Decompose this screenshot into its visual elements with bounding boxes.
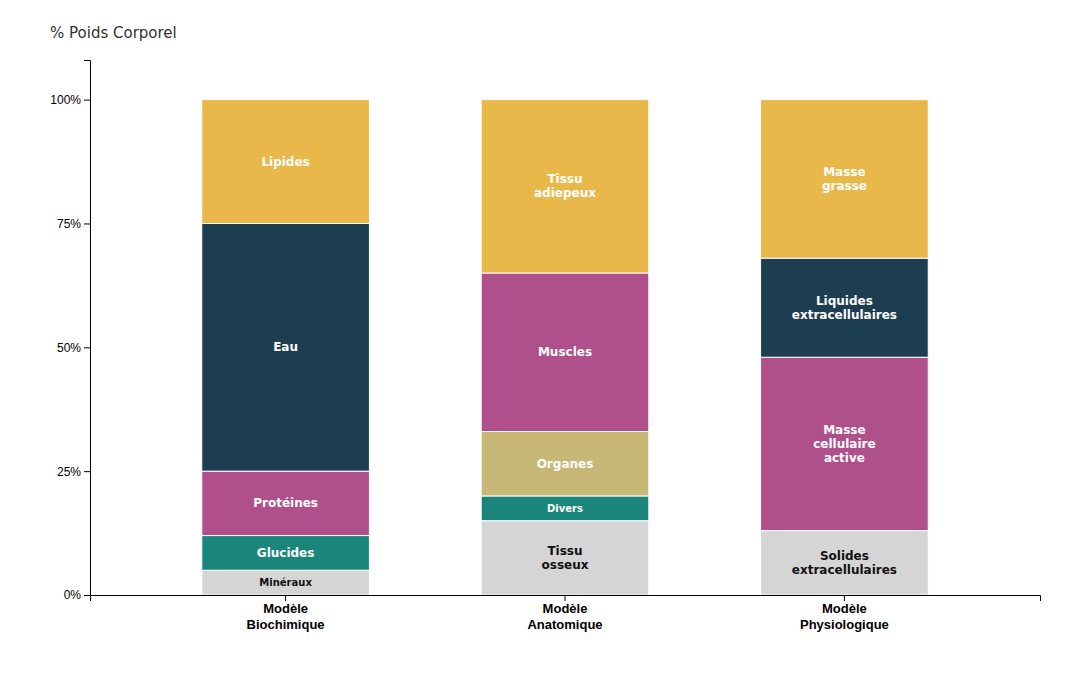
y-tick: 0%: [64, 588, 90, 602]
segment-label: Massegrasse: [822, 165, 867, 193]
bar-segment: [761, 531, 929, 595]
bar-segment: [481, 100, 649, 273]
x-axis: ModèleBiochimique ModèleAnatomique ModèleP…: [91, 595, 1041, 632]
x-tick-label: ModèlePhysiologique: [800, 601, 889, 632]
segment-label: Eau: [273, 340, 298, 354]
y-axis: 0% 25% 50% 75% 100%: [50, 61, 90, 603]
segment-label: Solidesextracellulaires: [792, 549, 897, 577]
y-tick-mark: [84, 471, 90, 472]
y-tick-label: 75%: [57, 217, 81, 231]
bar-segment: [481, 432, 649, 496]
segment-label: Organes: [537, 457, 594, 471]
segment-labels: Minéraux Glucides Protéines Eau Lipides Tissu…: [253, 155, 897, 589]
segment-label: Minéraux: [259, 577, 312, 588]
x-tick-mark: [844, 595, 845, 601]
x-tick: ModèlePhysiologique: [800, 595, 889, 632]
chart: Minéraux Glucides Protéines Eau Lipides Tissu…: [0, 0, 1080, 675]
y-tick: 100%: [50, 93, 90, 107]
bar-segment: [202, 570, 370, 595]
plot: Minéraux Glucides Protéines Eau Lipides Tissu…: [50, 61, 1040, 632]
y-tick-label: 50%: [57, 341, 81, 355]
segment-label: Tissuadiepeux: [534, 172, 596, 200]
bar-segment: [202, 471, 370, 535]
y-tick: 25%: [57, 464, 90, 478]
bar-segment: [481, 521, 649, 595]
x-axis-line: [91, 596, 1041, 602]
x-tick: ModèleAnatomique: [527, 595, 602, 632]
bar-segment: [202, 100, 370, 224]
segment-label: Muscles: [538, 345, 592, 359]
y-tick: 50%: [57, 341, 90, 355]
bar-segment: [761, 258, 929, 357]
y-tick-label: 100%: [50, 93, 81, 107]
x-tick: ModèleBiochimique: [247, 595, 325, 632]
x-tick-mark: [285, 595, 286, 601]
title: % Poids Corporel: [50, 24, 177, 42]
bars: [202, 100, 928, 595]
bar-segment: [481, 273, 649, 432]
bar-segment: [761, 100, 929, 259]
segment-label: Massecellulaireactive: [813, 423, 875, 465]
y-tick-mark: [84, 595, 90, 596]
segment-label: Liquidesextracellulaires: [792, 294, 897, 322]
y-tick-label: 25%: [57, 464, 81, 478]
segment-label: Divers: [547, 503, 583, 514]
y-tick-label: 0%: [64, 588, 82, 602]
bar-segment: [202, 223, 370, 471]
bar-segment: [761, 357, 929, 530]
y-tick-mark: [84, 347, 90, 348]
segment-label: Protéines: [253, 496, 318, 510]
y-tick-mark: [84, 223, 90, 224]
bar-segment: [481, 496, 649, 521]
x-tick-label: ModèleBiochimique: [247, 601, 325, 632]
x-tick-mark: [565, 595, 566, 601]
x-tick-label: ModèleAnatomique: [527, 601, 602, 632]
y-tick-mark: [84, 100, 90, 101]
segment-label: Tissuosseux: [542, 544, 589, 572]
bar-segment: [202, 536, 370, 571]
y-axis-line: [84, 61, 91, 596]
y-tick: 75%: [57, 217, 90, 231]
segment-label: Lipides: [261, 155, 309, 169]
segment-label: Glucides: [257, 546, 315, 560]
